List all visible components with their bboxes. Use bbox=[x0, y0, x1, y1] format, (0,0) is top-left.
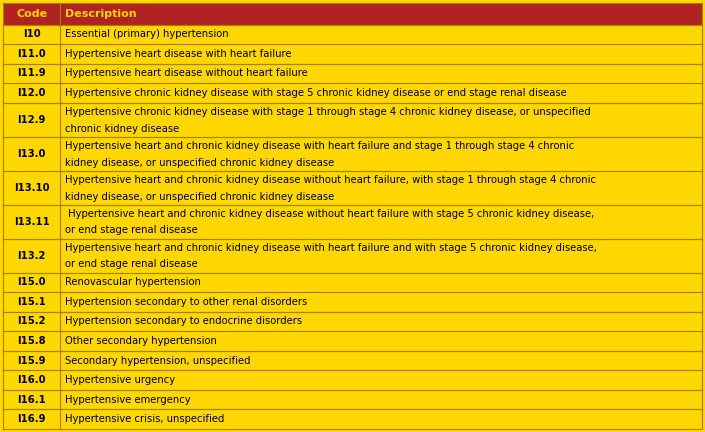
Text: Hypertensive heart disease without heart failure: Hypertensive heart disease without heart… bbox=[66, 69, 308, 79]
Text: I15.1: I15.1 bbox=[18, 297, 46, 307]
Text: I15.8: I15.8 bbox=[18, 336, 46, 346]
Bar bbox=[3, 103, 702, 137]
Text: Hypertension secondary to other renal disorders: Hypertension secondary to other renal di… bbox=[66, 297, 307, 307]
Bar bbox=[3, 351, 702, 370]
Bar bbox=[3, 44, 702, 64]
Bar bbox=[3, 390, 702, 410]
Text: kidney disease, or unspecified chronic kidney disease: kidney disease, or unspecified chronic k… bbox=[66, 158, 335, 168]
Text: kidney disease, or unspecified chronic kidney disease: kidney disease, or unspecified chronic k… bbox=[66, 191, 335, 202]
Text: Other secondary hypertension: Other secondary hypertension bbox=[66, 336, 217, 346]
Text: Hypertensive crisis, unspecified: Hypertensive crisis, unspecified bbox=[66, 414, 225, 424]
Text: Essential (primary) hypertension: Essential (primary) hypertension bbox=[66, 29, 229, 39]
Bar bbox=[3, 312, 702, 331]
Text: I13.0: I13.0 bbox=[18, 149, 46, 159]
Text: Hypertensive heart and chronic kidney disease without heart failure with stage 5: Hypertensive heart and chronic kidney di… bbox=[66, 209, 594, 219]
Text: Hypertensive heart and chronic kidney disease with heart failure and with stage : Hypertensive heart and chronic kidney di… bbox=[66, 243, 597, 253]
Text: I13.10: I13.10 bbox=[14, 183, 49, 193]
Text: Hypertensive chronic kidney disease with stage 5 chronic kidney disease or end s: Hypertensive chronic kidney disease with… bbox=[66, 88, 567, 98]
Text: Hypertensive heart and chronic kidney disease without heart failure, with stage : Hypertensive heart and chronic kidney di… bbox=[66, 175, 596, 185]
Bar bbox=[3, 64, 702, 83]
Text: chronic kidney disease: chronic kidney disease bbox=[66, 124, 180, 133]
Text: I16.0: I16.0 bbox=[18, 375, 46, 385]
Text: I10: I10 bbox=[23, 29, 40, 39]
Text: I15.9: I15.9 bbox=[18, 356, 46, 365]
Text: I15.2: I15.2 bbox=[18, 317, 46, 327]
Text: I13.2: I13.2 bbox=[18, 251, 46, 260]
Text: I16.1: I16.1 bbox=[18, 395, 46, 405]
Bar bbox=[3, 238, 702, 273]
Text: Description: Description bbox=[66, 9, 137, 19]
Text: I16.9: I16.9 bbox=[18, 414, 46, 424]
Text: Hypertensive emergency: Hypertensive emergency bbox=[66, 395, 191, 405]
Bar bbox=[3, 205, 702, 238]
Bar bbox=[3, 3, 702, 25]
Text: I12.0: I12.0 bbox=[18, 88, 46, 98]
Bar bbox=[3, 137, 702, 171]
Text: Hypertensive heart disease with heart failure: Hypertensive heart disease with heart fa… bbox=[66, 49, 292, 59]
Text: I12.9: I12.9 bbox=[18, 115, 46, 125]
Text: Secondary hypertension, unspecified: Secondary hypertension, unspecified bbox=[66, 356, 251, 365]
Bar bbox=[3, 410, 702, 429]
Text: I15.0: I15.0 bbox=[18, 277, 46, 287]
Text: I13.11: I13.11 bbox=[14, 217, 49, 227]
Text: Code: Code bbox=[16, 9, 47, 19]
Bar bbox=[3, 331, 702, 351]
Text: I11.0: I11.0 bbox=[18, 49, 46, 59]
Bar bbox=[3, 83, 702, 103]
Text: Hypertension secondary to endocrine disorders: Hypertension secondary to endocrine diso… bbox=[66, 317, 302, 327]
Text: Hypertensive chronic kidney disease with stage 1 through stage 4 chronic kidney : Hypertensive chronic kidney disease with… bbox=[66, 107, 591, 118]
Text: Hypertensive heart and chronic kidney disease with heart failure and stage 1 thr: Hypertensive heart and chronic kidney di… bbox=[66, 141, 575, 151]
Text: I11.9: I11.9 bbox=[18, 69, 46, 79]
Text: Renovascular hypertension: Renovascular hypertension bbox=[66, 277, 201, 287]
Text: or end stage renal disease: or end stage renal disease bbox=[66, 260, 198, 270]
Bar bbox=[3, 171, 702, 205]
Bar bbox=[3, 273, 702, 292]
Bar bbox=[3, 25, 702, 44]
Bar bbox=[3, 292, 702, 312]
Bar bbox=[3, 370, 702, 390]
Text: or end stage renal disease: or end stage renal disease bbox=[66, 226, 198, 235]
Text: Hypertensive urgency: Hypertensive urgency bbox=[66, 375, 176, 385]
